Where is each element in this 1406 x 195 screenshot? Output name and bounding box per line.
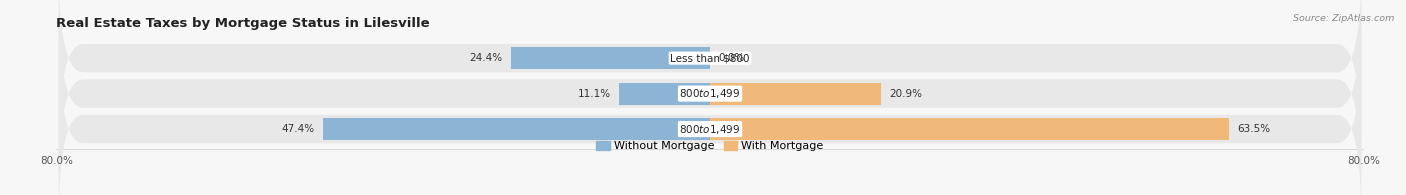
Text: Less than $800: Less than $800 (671, 53, 749, 63)
Text: 11.1%: 11.1% (578, 89, 612, 99)
Bar (710, 83, 880, 105)
Text: $800 to $1,499: $800 to $1,499 (679, 87, 741, 100)
FancyBboxPatch shape (59, 1, 1361, 186)
Text: 47.4%: 47.4% (281, 124, 315, 134)
Text: $800 to $1,499: $800 to $1,499 (679, 122, 741, 136)
Text: Real Estate Taxes by Mortgage Status in Lilesville: Real Estate Taxes by Mortgage Status in … (56, 17, 430, 30)
Bar (322, 118, 710, 140)
FancyBboxPatch shape (59, 0, 1361, 150)
Bar (619, 83, 710, 105)
Text: 20.9%: 20.9% (889, 89, 922, 99)
Legend: Without Mortgage, With Mortgage: Without Mortgage, With Mortgage (592, 136, 828, 156)
FancyBboxPatch shape (59, 37, 1361, 195)
Bar (510, 47, 710, 69)
Text: 0.0%: 0.0% (718, 53, 744, 63)
Text: 24.4%: 24.4% (470, 53, 502, 63)
Bar (710, 118, 1229, 140)
Text: Source: ZipAtlas.com: Source: ZipAtlas.com (1294, 14, 1395, 23)
Text: 63.5%: 63.5% (1237, 124, 1270, 134)
